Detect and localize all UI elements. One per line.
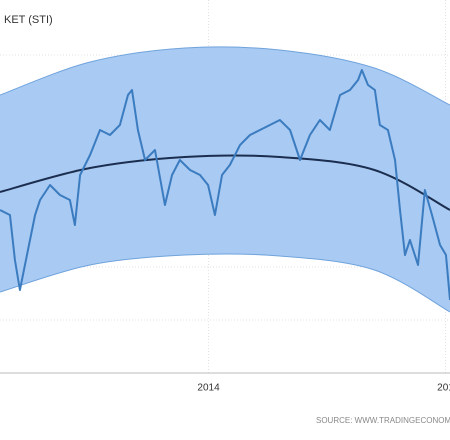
channel <box>0 46 450 313</box>
lines <box>0 69 450 301</box>
source: SOURCE: WWW.TRADINGECONOM <box>316 416 450 425</box>
channel-band <box>0 46 450 312</box>
chart-title: KET (STI) <box>4 14 53 26</box>
series-line <box>0 69 450 301</box>
channel-lower <box>0 253 450 313</box>
x-tick-label: 201 <box>437 383 450 394</box>
channel-upper <box>0 46 450 106</box>
trend-line <box>0 154 450 211</box>
x-tick-label: 2014 <box>197 383 220 394</box>
